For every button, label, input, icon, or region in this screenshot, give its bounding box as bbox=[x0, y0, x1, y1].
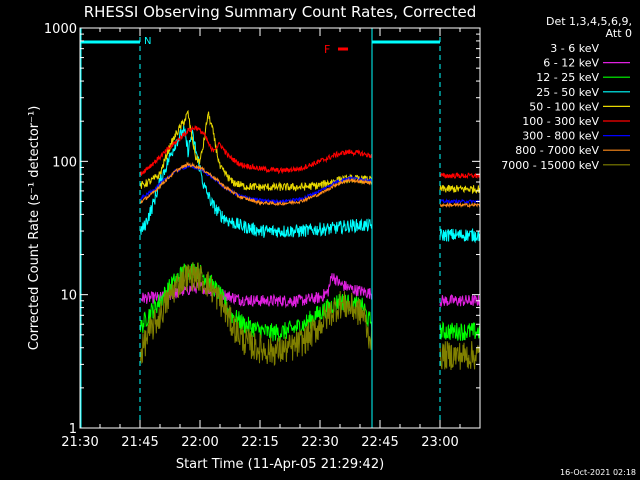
y-tick-label: 100 bbox=[52, 155, 77, 170]
x-tick-label: 21:45 bbox=[121, 435, 158, 450]
series-line-5 bbox=[140, 109, 481, 195]
legend-header-line-1: Det 1,3,4,5,6,9, bbox=[546, 15, 632, 28]
footer-timestamp: 16-Oct-2021 02:18 bbox=[560, 468, 636, 477]
x-tick-label: 23:00 bbox=[421, 435, 458, 450]
flare-label: F bbox=[324, 43, 330, 56]
night-label: N bbox=[144, 36, 151, 47]
legend-label-8: 800 - 7000 keV bbox=[515, 144, 599, 157]
x-axis-label: Start Time (11-Apr-05 21:29:42) bbox=[176, 457, 384, 472]
y-tick-label: 1 bbox=[69, 422, 77, 437]
x-tick-label: 22:30 bbox=[301, 435, 338, 450]
legend-label-7: 300 - 800 keV bbox=[522, 130, 599, 143]
legend-header-line-2: Att 0 bbox=[606, 27, 632, 40]
x-tick-label: 21:30 bbox=[61, 435, 98, 450]
x-tick-label: 22:15 bbox=[241, 435, 278, 450]
series-line-9 bbox=[140, 262, 481, 371]
series-line-7 bbox=[140, 163, 481, 205]
series-line-8 bbox=[140, 161, 481, 209]
plot-area: NF bbox=[79, 28, 481, 428]
legend-label-5: 50 - 100 keV bbox=[529, 100, 599, 113]
y-tick-label: 10 bbox=[60, 289, 77, 304]
legend-label-6: 100 - 300 keV bbox=[522, 115, 599, 128]
x-tick-label: 22:00 bbox=[181, 435, 218, 450]
legend-label-3: 12 - 25 keV bbox=[536, 71, 599, 84]
series-line-4 bbox=[140, 125, 481, 244]
svg-text:Corrected Count Rate (s⁻¹ dete: Corrected Count Rate (s⁻¹ detector⁻¹) bbox=[27, 106, 42, 351]
legend-label-1: 3 - 6 keV bbox=[550, 42, 599, 55]
series-line-6 bbox=[140, 124, 481, 180]
chart-title: RHESSI Observing Summary Count Rates, Co… bbox=[84, 3, 477, 21]
legend-header: Det 1,3,4,5,6,9, Att 0 bbox=[546, 15, 632, 40]
legend-label-4: 25 - 50 keV bbox=[536, 86, 599, 99]
axes: 1 10 100 1000 21:30 21:45 22:00 22:15 22:30 22:45… bbox=[44, 22, 481, 450]
y-axis-label: Corrected Count Rate (s⁻¹ detector⁻¹) bbox=[27, 106, 42, 351]
x-tick-label: 22:45 bbox=[361, 435, 398, 450]
legend-label-2: 6 - 12 keV bbox=[543, 57, 599, 70]
y-tick-label: 1000 bbox=[44, 22, 77, 37]
legend-label-9: 7000 - 15000 keV bbox=[501, 159, 599, 172]
